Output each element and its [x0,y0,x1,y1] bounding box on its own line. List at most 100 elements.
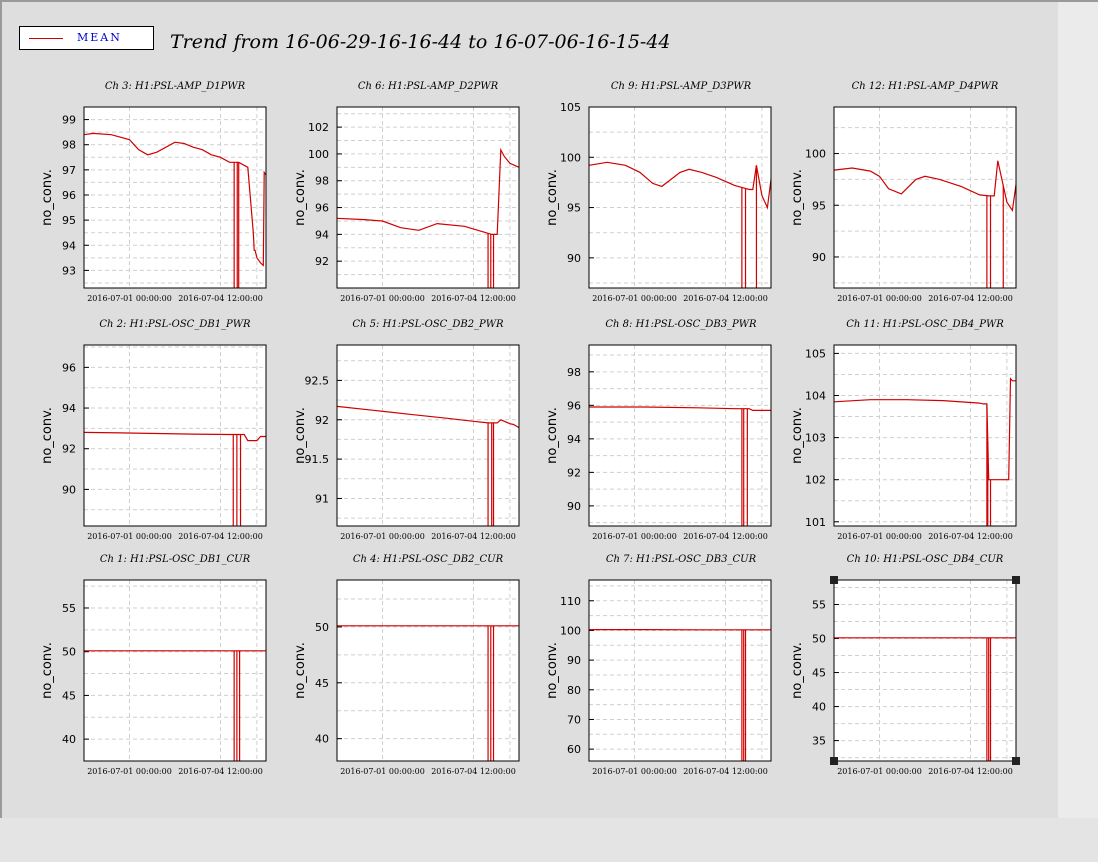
x-tick-label: 2016-07-01 00:00:00 [340,767,425,776]
trend-plot: Ch 8: H1:PSL-OSC_DB3_PWR 90 92 94 96 98 2016-0… [545,319,772,541]
x-tick-label: 2016-07-04 12:00:00 [683,294,768,303]
y-axis-label: no_conv. [790,642,805,699]
series-line-mean [336,147,520,235]
plot-area [589,580,771,761]
plot-title: Ch 5: H1:PSL-OSC_DB2_PWR [352,319,504,330]
trend-plot: Ch 4: H1:PSL-OSC_DB2_CUR 40 45 50 2016-07-01… [293,554,520,776]
x-tick-label: 2016-07-01 00:00:00 [592,767,677,776]
trend-plot: Ch 1: H1:PSL-OSC_DB1_CUR 40 45 50 55 2016-07-… [40,554,267,776]
plot-frame [336,344,520,527]
plot-frame [833,106,1017,289]
plot-area [337,345,519,526]
y-tick-label: 91 [315,492,329,505]
selection-handle [830,576,838,584]
plot-frame [588,344,772,527]
plot-title: Ch 2: H1:PSL-OSC_DB1_PWR [99,319,251,330]
x-tick-label: 2016-07-01 00:00:00 [87,294,172,303]
x-tick-label: 2016-07-04 12:00:00 [928,532,1013,541]
y-tick-label: 100 [560,624,581,637]
series-line-mean [83,132,267,267]
y-tick-label: 92.5 [305,374,330,387]
x-tick-label: 2016-07-01 00:00:00 [87,767,172,776]
y-tick-label: 100 [308,148,329,161]
y-tick-label: 96 [62,189,76,202]
plot-frame [83,344,267,527]
x-tick-label: 2016-07-04 12:00:00 [178,294,263,303]
y-tick-label: 94 [567,433,581,446]
y-tick-label: 45 [812,667,826,680]
y-tick-label: 50 [62,646,76,659]
trend-plot: Ch 11: H1:PSL-OSC_DB4_PWR 101 102 103 104 105… [790,319,1017,541]
x-tick-label: 2016-07-04 12:00:00 [683,532,768,541]
y-axis-label: no_conv. [293,407,308,464]
x-tick-label: 2016-07-04 12:00:00 [431,532,516,541]
x-tick-label: 2016-07-01 00:00:00 [837,294,922,303]
y-tick-label: 105 [560,101,581,114]
plot-title: Ch 4: H1:PSL-OSC_DB2_CUR [353,554,504,565]
y-tick-label: 100 [560,151,581,164]
trend-plot: Ch 10: H1:PSL-OSC_DB4_CUR 35 40 45 50 55 2016-… [790,554,1020,776]
y-tick-label: 96 [315,202,329,215]
y-tick-label: 98 [62,139,76,152]
y-tick-label: 93 [62,264,76,277]
y-axis-label: no_conv. [40,407,55,464]
y-tick-label: 35 [812,735,826,748]
y-tick-label: 45 [315,677,329,690]
series-line-mean [588,161,772,210]
y-tick-label: 91.5 [305,453,330,466]
y-tick-label: 98 [567,366,581,379]
y-tick-label: 97 [62,164,76,177]
trend-title: Trend from 16-06-29-16-16-44 to 16-07-06… [170,31,671,53]
y-tick-label: 40 [315,733,329,746]
y-axis-label: no_conv. [790,169,805,226]
window-left-border [0,0,2,818]
y-tick-label: 104 [805,390,826,403]
y-axis-label: no_conv. [545,169,560,226]
window-top-border [0,0,1098,2]
y-tick-label: 92 [315,414,329,427]
series-line-mean [83,431,266,442]
y-axis-label: no_conv. [293,169,308,226]
plot-title: Ch 1: H1:PSL-OSC_DB1_CUR [100,554,251,565]
trend-plot: Ch 7: H1:PSL-OSC_DB3_CUR 60 70 80 90 100 110 20… [545,554,772,776]
y-tick-label: 102 [805,474,826,487]
series-line-mean [589,406,771,411]
y-axis-label: no_conv. [545,642,560,699]
plot-frame [336,106,520,289]
y-tick-label: 94 [62,402,76,415]
plot-frame [588,106,772,289]
plot-frame [588,579,772,762]
y-tick-label: 92 [315,255,329,268]
plot-frame [833,579,1017,762]
trend-plot: Ch 2: H1:PSL-OSC_DB1_PWR 90 92 94 96 2016-07-… [40,319,267,541]
y-tick-label: 90 [567,500,581,513]
y-tick-label: 110 [560,595,581,608]
y-tick-label: 55 [812,598,826,611]
y-tick-label: 102 [308,121,329,134]
x-tick-label: 2016-07-04 12:00:00 [928,294,1013,303]
plot-area [834,580,1016,761]
y-tick-label: 96 [567,399,581,412]
plot-title: Ch 10: H1:PSL-OSC_DB4_CUR [847,554,1004,565]
plot-title: Ch 11: H1:PSL-OSC_DB4_PWR [846,319,1004,330]
series-line-mean [833,160,1017,213]
y-tick-label: 60 [567,743,581,756]
y-tick-label: 50 [315,621,329,634]
y-tick-label: 105 [805,347,826,360]
plot-frame [336,579,520,762]
plot-area [337,107,519,288]
y-tick-label: 92 [62,443,76,456]
y-tick-label: 99 [62,114,76,127]
y-tick-label: 70 [567,713,581,726]
y-tick-label: 95 [62,214,76,227]
y-axis-label: no_conv. [40,642,55,699]
plot-title: Ch 6: H1:PSL-AMP_D2PWR [358,81,499,92]
y-tick-label: 96 [62,361,76,374]
y-tick-label: 90 [567,252,581,265]
y-tick-label: 40 [812,701,826,714]
plot-area [834,345,1016,526]
y-tick-label: 95 [567,202,581,215]
x-tick-label: 2016-07-04 12:00:00 [178,532,263,541]
